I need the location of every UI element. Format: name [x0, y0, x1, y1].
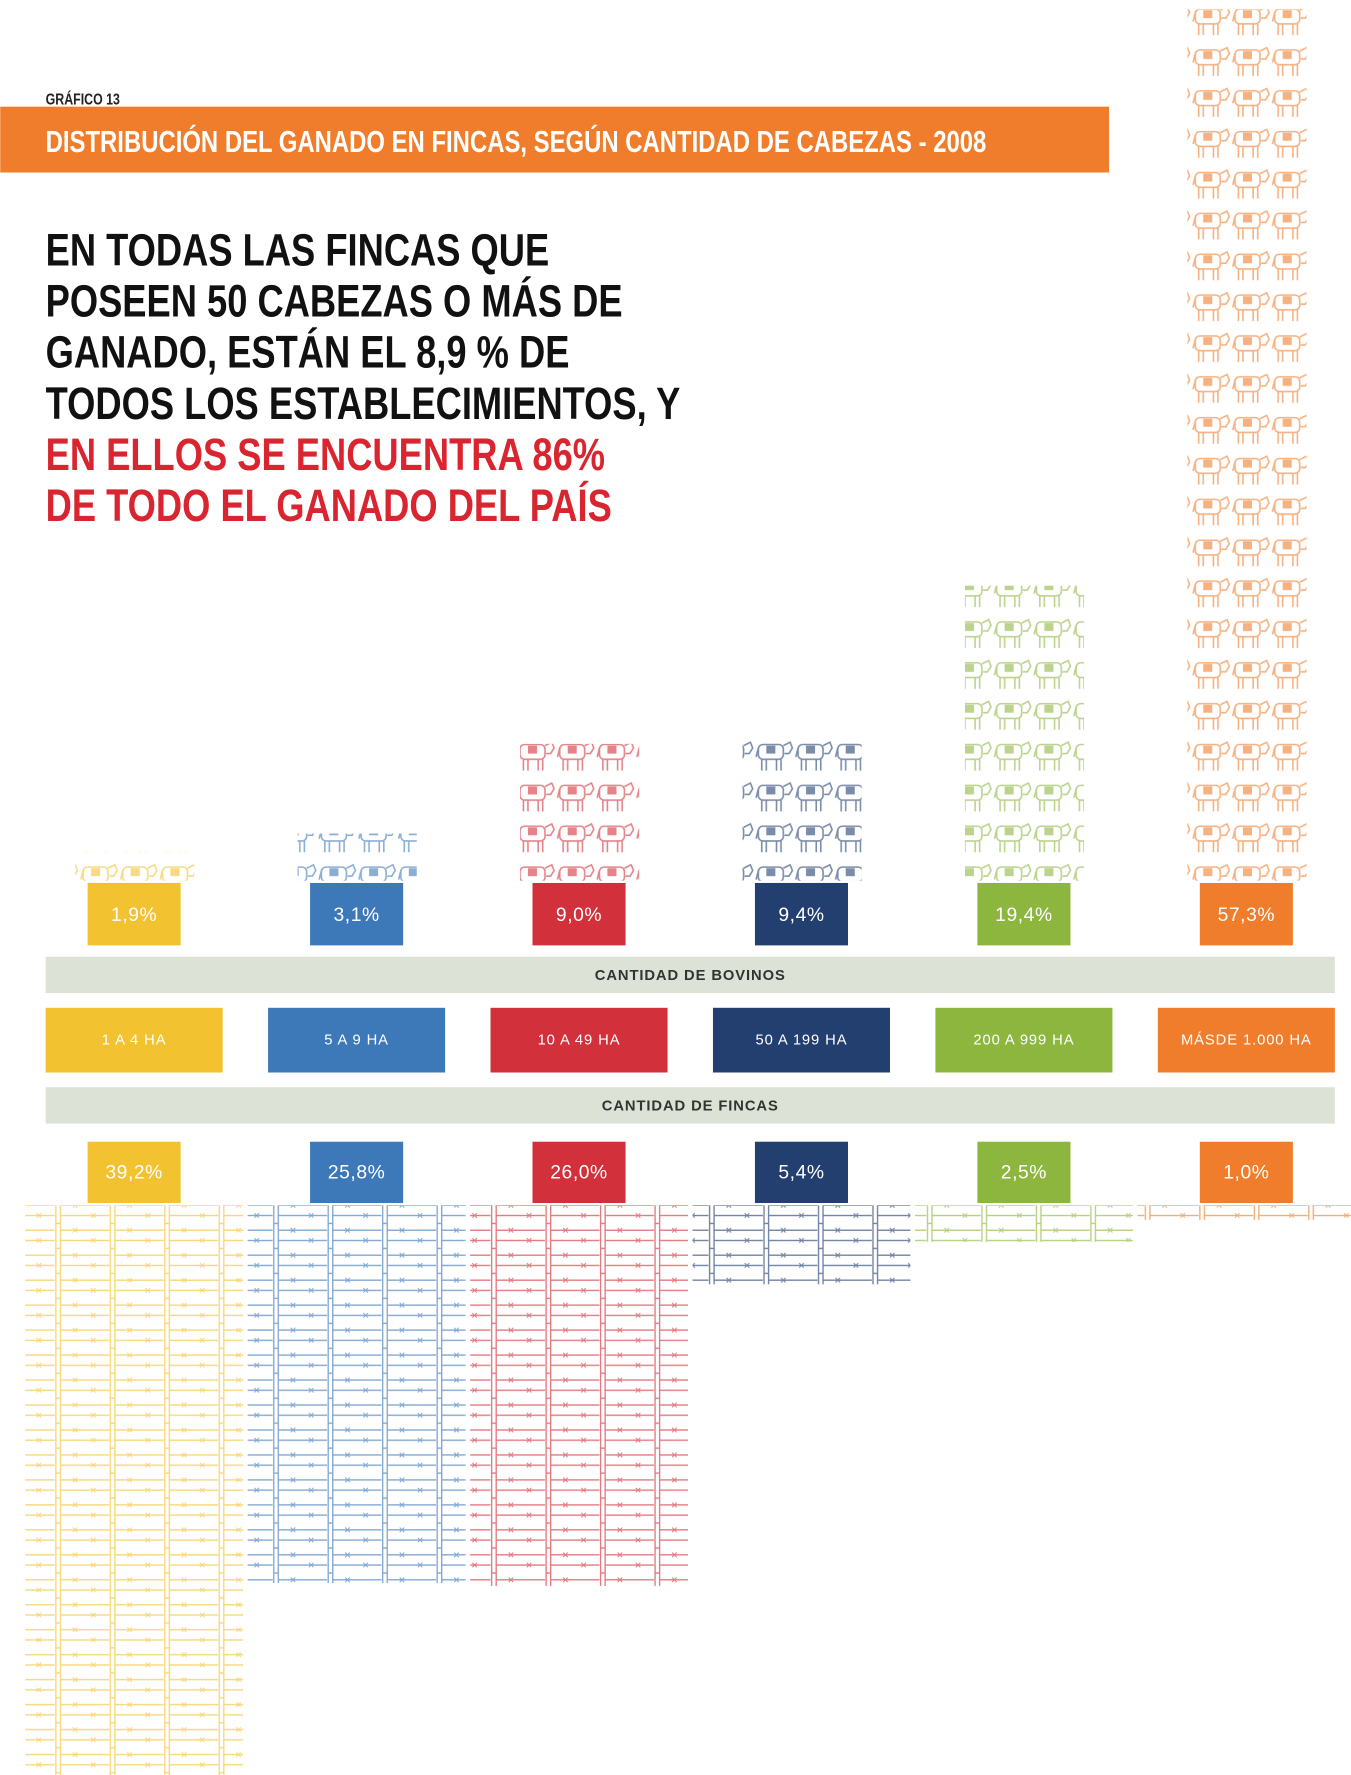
category-box	[268, 1007, 446, 1073]
cattle-stack	[75, 851, 195, 881]
value-box	[532, 1141, 626, 1204]
fence-stack	[914, 1205, 1133, 1242]
category-label: 5 A 9 HA	[324, 1033, 389, 1049]
statement-line: POSEEN 50 CABEZAS O MÁS DE	[46, 276, 623, 327]
value-label: 9,0%	[556, 905, 602, 926]
category-box	[712, 1007, 890, 1073]
legend-label: CANTIDAD DE FINCAS	[602, 1098, 779, 1114]
value-box	[87, 1141, 181, 1204]
category-label: 200 A 999 HA	[973, 1033, 1074, 1049]
fence-stack	[470, 1205, 688, 1586]
value-label: 1,9%	[111, 905, 157, 926]
fence-stack	[247, 1205, 466, 1583]
title-bar	[0, 106, 1110, 173]
category-label: 10 A 49 HA	[538, 1033, 621, 1049]
category-label: 1 A 4 HA	[102, 1033, 167, 1049]
value-box	[310, 1141, 404, 1204]
category-box	[935, 1007, 1113, 1073]
fence-stack	[1137, 1205, 1351, 1220]
value-label: 1,0%	[1223, 1163, 1269, 1184]
series-band	[45, 956, 1335, 994]
chart-label: GRÁFICO 13	[46, 90, 120, 109]
fence-stack	[692, 1205, 911, 1285]
statement-highlight: DE TODO EL GANADO DEL PAÍS	[46, 480, 612, 531]
value-label: 5,4%	[778, 1163, 824, 1184]
series-band	[45, 1087, 1335, 1124]
cattle-stack	[520, 743, 640, 881]
cattle-stack	[742, 737, 862, 881]
value-label: 19,4%	[995, 905, 1053, 926]
statement-line: GANADO, ESTÁN EL 8,9 % DE	[46, 327, 570, 378]
fence-stack	[25, 1205, 244, 1775]
category-label: 50 A 199 HA	[755, 1033, 847, 1049]
value-label: 25,8%	[328, 1163, 386, 1184]
category-box	[490, 1007, 668, 1073]
statement-highlight: EN ELLOS SE ENCUENTRA 86%	[46, 429, 605, 480]
category-box	[45, 1007, 223, 1073]
value-label: 39,2%	[105, 1163, 163, 1184]
value-box	[532, 882, 626, 946]
value-box	[754, 882, 849, 946]
header: GRÁFICO 13 DISTRIBUCIÓN DEL GANADO EN FI…	[46, 90, 987, 159]
value-box	[310, 882, 404, 946]
legend-label: CANTIDAD DE BOVINOS	[595, 968, 786, 984]
value-label: 57,3%	[1218, 905, 1276, 926]
value-box	[754, 1141, 849, 1204]
value-label: 3,1%	[333, 905, 379, 926]
value-box	[977, 882, 1071, 946]
value-box	[1199, 882, 1293, 946]
cattle-stack	[297, 833, 417, 881]
cattle-stack	[1187, 9, 1307, 881]
statement-line: TODOS LOS ESTABLECIMIENTOS, Y	[46, 378, 681, 429]
value-box	[87, 882, 181, 946]
statement-line: EN TODAS LAS FINCAS QUE	[46, 225, 550, 276]
value-box	[1199, 1141, 1293, 1204]
value-label: 2,5%	[1001, 1163, 1047, 1184]
value-label: 26,0%	[550, 1163, 608, 1184]
category-label: MÁSDE 1.000 HA	[1181, 1032, 1312, 1049]
category-box	[1157, 1007, 1335, 1073]
value-box	[977, 1141, 1071, 1204]
cattle-stack	[964, 585, 1085, 881]
value-label: 9,4%	[778, 905, 824, 926]
chart-title: DISTRIBUCIÓN DEL GANADO EN FINCAS, SEGÚN…	[46, 124, 987, 159]
